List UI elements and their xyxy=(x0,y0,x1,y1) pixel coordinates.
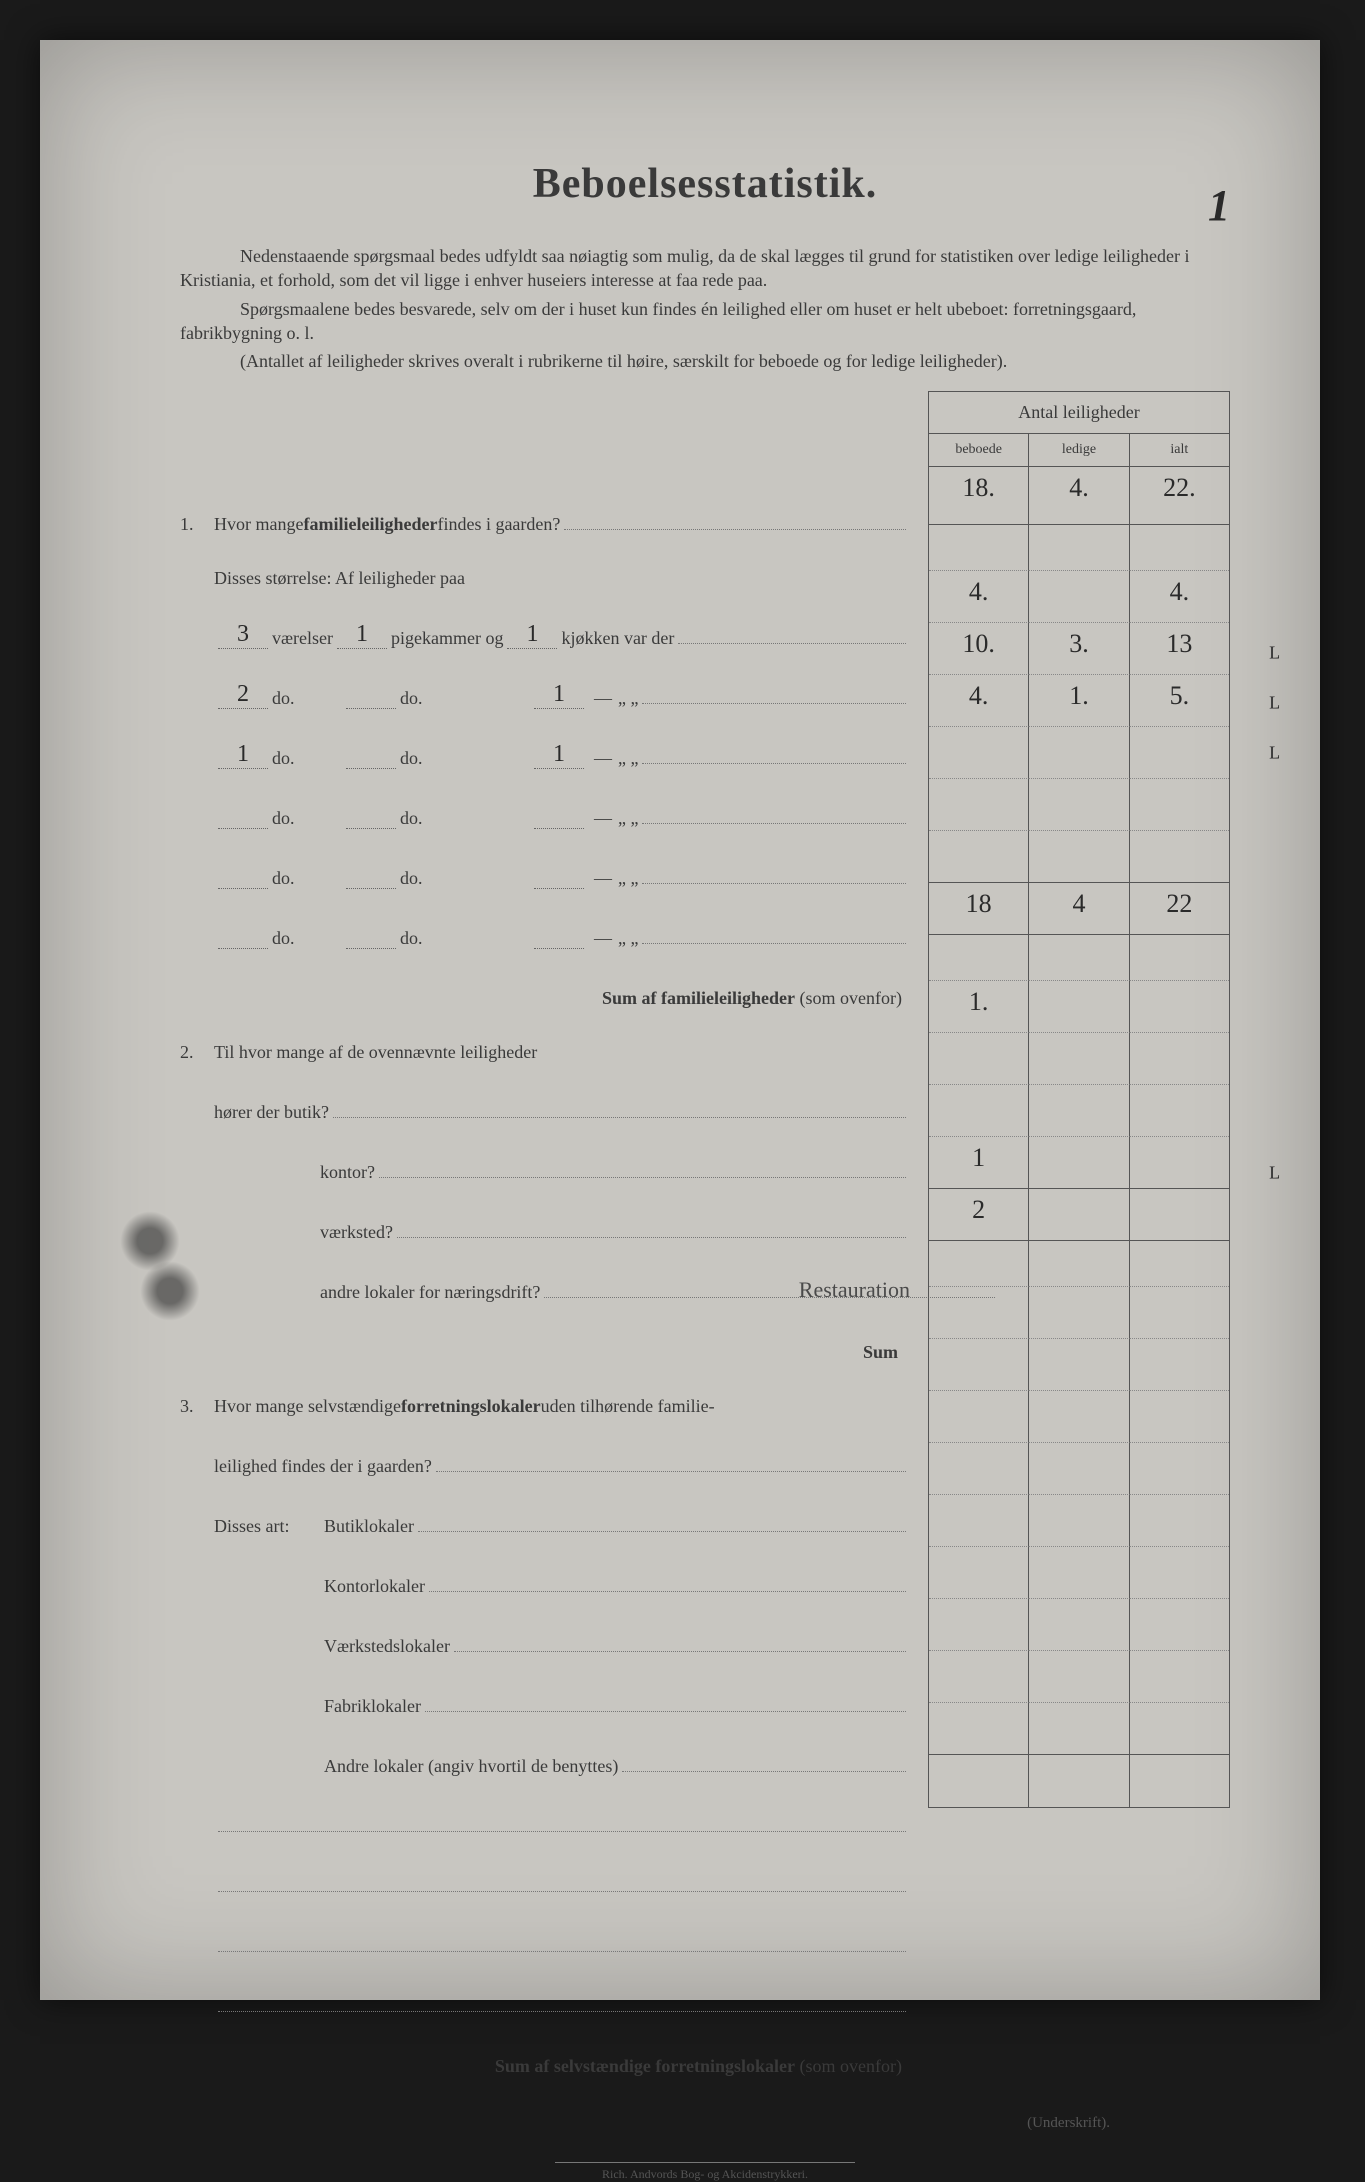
table-row xyxy=(929,831,1229,883)
cell: 4. xyxy=(1029,467,1129,525)
q1-size-row: do. do. — „ „ xyxy=(180,897,910,957)
table-row: 4. 1. 5. xyxy=(929,675,1229,727)
document-title: Beboelsesstatistik. xyxy=(180,160,1230,208)
col-beboede: beboede xyxy=(929,434,1029,466)
q2-andre: andre lokaler for næringsdrift? Restaura… xyxy=(180,1251,910,1311)
q3-line1: 3. Hvor mange selvstændige forretningslo… xyxy=(180,1371,910,1425)
q3-blank xyxy=(180,1905,910,1965)
page-number-mark: 1 xyxy=(1208,180,1230,231)
table-row xyxy=(929,779,1229,831)
margin-mark: ᴸ xyxy=(1269,691,1280,725)
table-row: 1 xyxy=(929,1137,1229,1189)
table-row xyxy=(929,1391,1229,1443)
table-row: 1. xyxy=(929,981,1229,1033)
table-row xyxy=(929,1287,1229,1339)
q1-sum: Sum af familieleiligheder (som ovenfor) xyxy=(180,957,910,1017)
table-row-sum xyxy=(929,1755,1229,1807)
intro-paragraph-3: (Antallet af leiligheder skrives overalt… xyxy=(180,349,1230,373)
margin-mark: ᴸ xyxy=(1269,641,1280,675)
table-row xyxy=(929,1033,1229,1085)
q1-line: 1. Hvor mange familieleiligheder findes … xyxy=(180,483,910,543)
form-body: Antal leiligheder beboede ledige ialt 18… xyxy=(180,391,1230,2085)
q1-size-row: 2 do. do. 1 — „ „ xyxy=(180,657,910,717)
q1-size-row: 1 do. do. 1 — „ „ xyxy=(180,717,910,777)
q3-vaerksted: Værkstedslokaler xyxy=(180,1605,910,1665)
table-row xyxy=(929,727,1229,779)
table-header: Antal leiligheder xyxy=(929,392,1229,434)
q2-andre-handwritten: Restauration xyxy=(799,1277,910,1303)
table-row xyxy=(929,1241,1229,1287)
q2-kontor: kontor? xyxy=(180,1131,910,1191)
table-row xyxy=(929,1085,1229,1137)
table-row-sum: 2 xyxy=(929,1189,1229,1241)
q3-line2: leilighed findes der i gaarden? xyxy=(180,1425,910,1485)
margin-mark: ᴸ xyxy=(1269,741,1280,775)
q3-blank xyxy=(180,1965,910,2025)
margin-mark: ᴸ xyxy=(1269,1161,1280,1195)
q3-andre: Andre lokaler (angiv hvortil de benyttes… xyxy=(180,1725,910,1785)
q1-size-row: 3 værelser 1 pigekammer og 1 kjøkken var… xyxy=(180,597,910,657)
q3-sum: Sum af selvstændige forretningslokaler (… xyxy=(180,2025,910,2085)
intro-paragraph-1: Nedenstaaende spørgsmaal bedes udfyldt s… xyxy=(180,244,1230,293)
table-row xyxy=(929,525,1229,571)
table-row xyxy=(929,1703,1229,1755)
q2-butik: hører der butik? xyxy=(180,1071,910,1131)
table-row: 4. 4. xyxy=(929,571,1229,623)
cell: 18. xyxy=(929,467,1029,525)
q2-line1: 2. Til hvor mange af de ovennævnte leili… xyxy=(180,1017,910,1071)
table-row xyxy=(929,1339,1229,1391)
table-row: 18. 4. 22. xyxy=(929,467,1229,525)
count-table: Antal leiligheder beboede ledige ialt 18… xyxy=(928,391,1230,1808)
q3-kontor: Kontorlokaler xyxy=(180,1545,910,1605)
table-row xyxy=(929,1599,1229,1651)
table-row-sum: 18 4 22 xyxy=(929,883,1229,935)
signature-label: (Underskrift). xyxy=(180,2115,1230,2132)
document-page: 1 Beboelsesstatistik. Nedenstaaende spør… xyxy=(40,40,1320,2000)
q1-size-row: do. do. — „ „ xyxy=(180,837,910,897)
col-ialt: ialt xyxy=(1130,434,1229,466)
table-row xyxy=(929,1651,1229,1703)
table-row xyxy=(929,1495,1229,1547)
q3-blank xyxy=(180,1785,910,1845)
q1-size-row: do. do. — „ „ xyxy=(180,777,910,837)
q1-sub-label: Disses størrelse: Af leiligheder paa xyxy=(180,543,910,597)
q3-fabrik: Fabriklokaler xyxy=(180,1665,910,1725)
printer-credit: Rich. Andvords Bog- og Akcidenstrykkeri. xyxy=(555,2162,855,2182)
q2-sum: Sum xyxy=(180,1311,910,1371)
q1-num: 1. xyxy=(180,514,214,535)
q2-vaerksted: værksted? xyxy=(180,1191,910,1251)
intro-paragraph-2: Spørgsmaalene bedes besvarede, selv om d… xyxy=(180,297,1230,346)
q3-butik: Disses art: Butiklokaler xyxy=(180,1485,910,1545)
table-row xyxy=(929,1547,1229,1599)
q3-blank xyxy=(180,1845,910,1905)
table-row: 10. 3. 13 xyxy=(929,623,1229,675)
table-row xyxy=(929,1443,1229,1495)
col-ledige: ledige xyxy=(1029,434,1129,466)
ink-blot xyxy=(140,1261,200,1321)
table-row xyxy=(929,935,1229,981)
table-columns: beboede ledige ialt xyxy=(929,434,1229,467)
cell: 22. xyxy=(1130,467,1229,525)
